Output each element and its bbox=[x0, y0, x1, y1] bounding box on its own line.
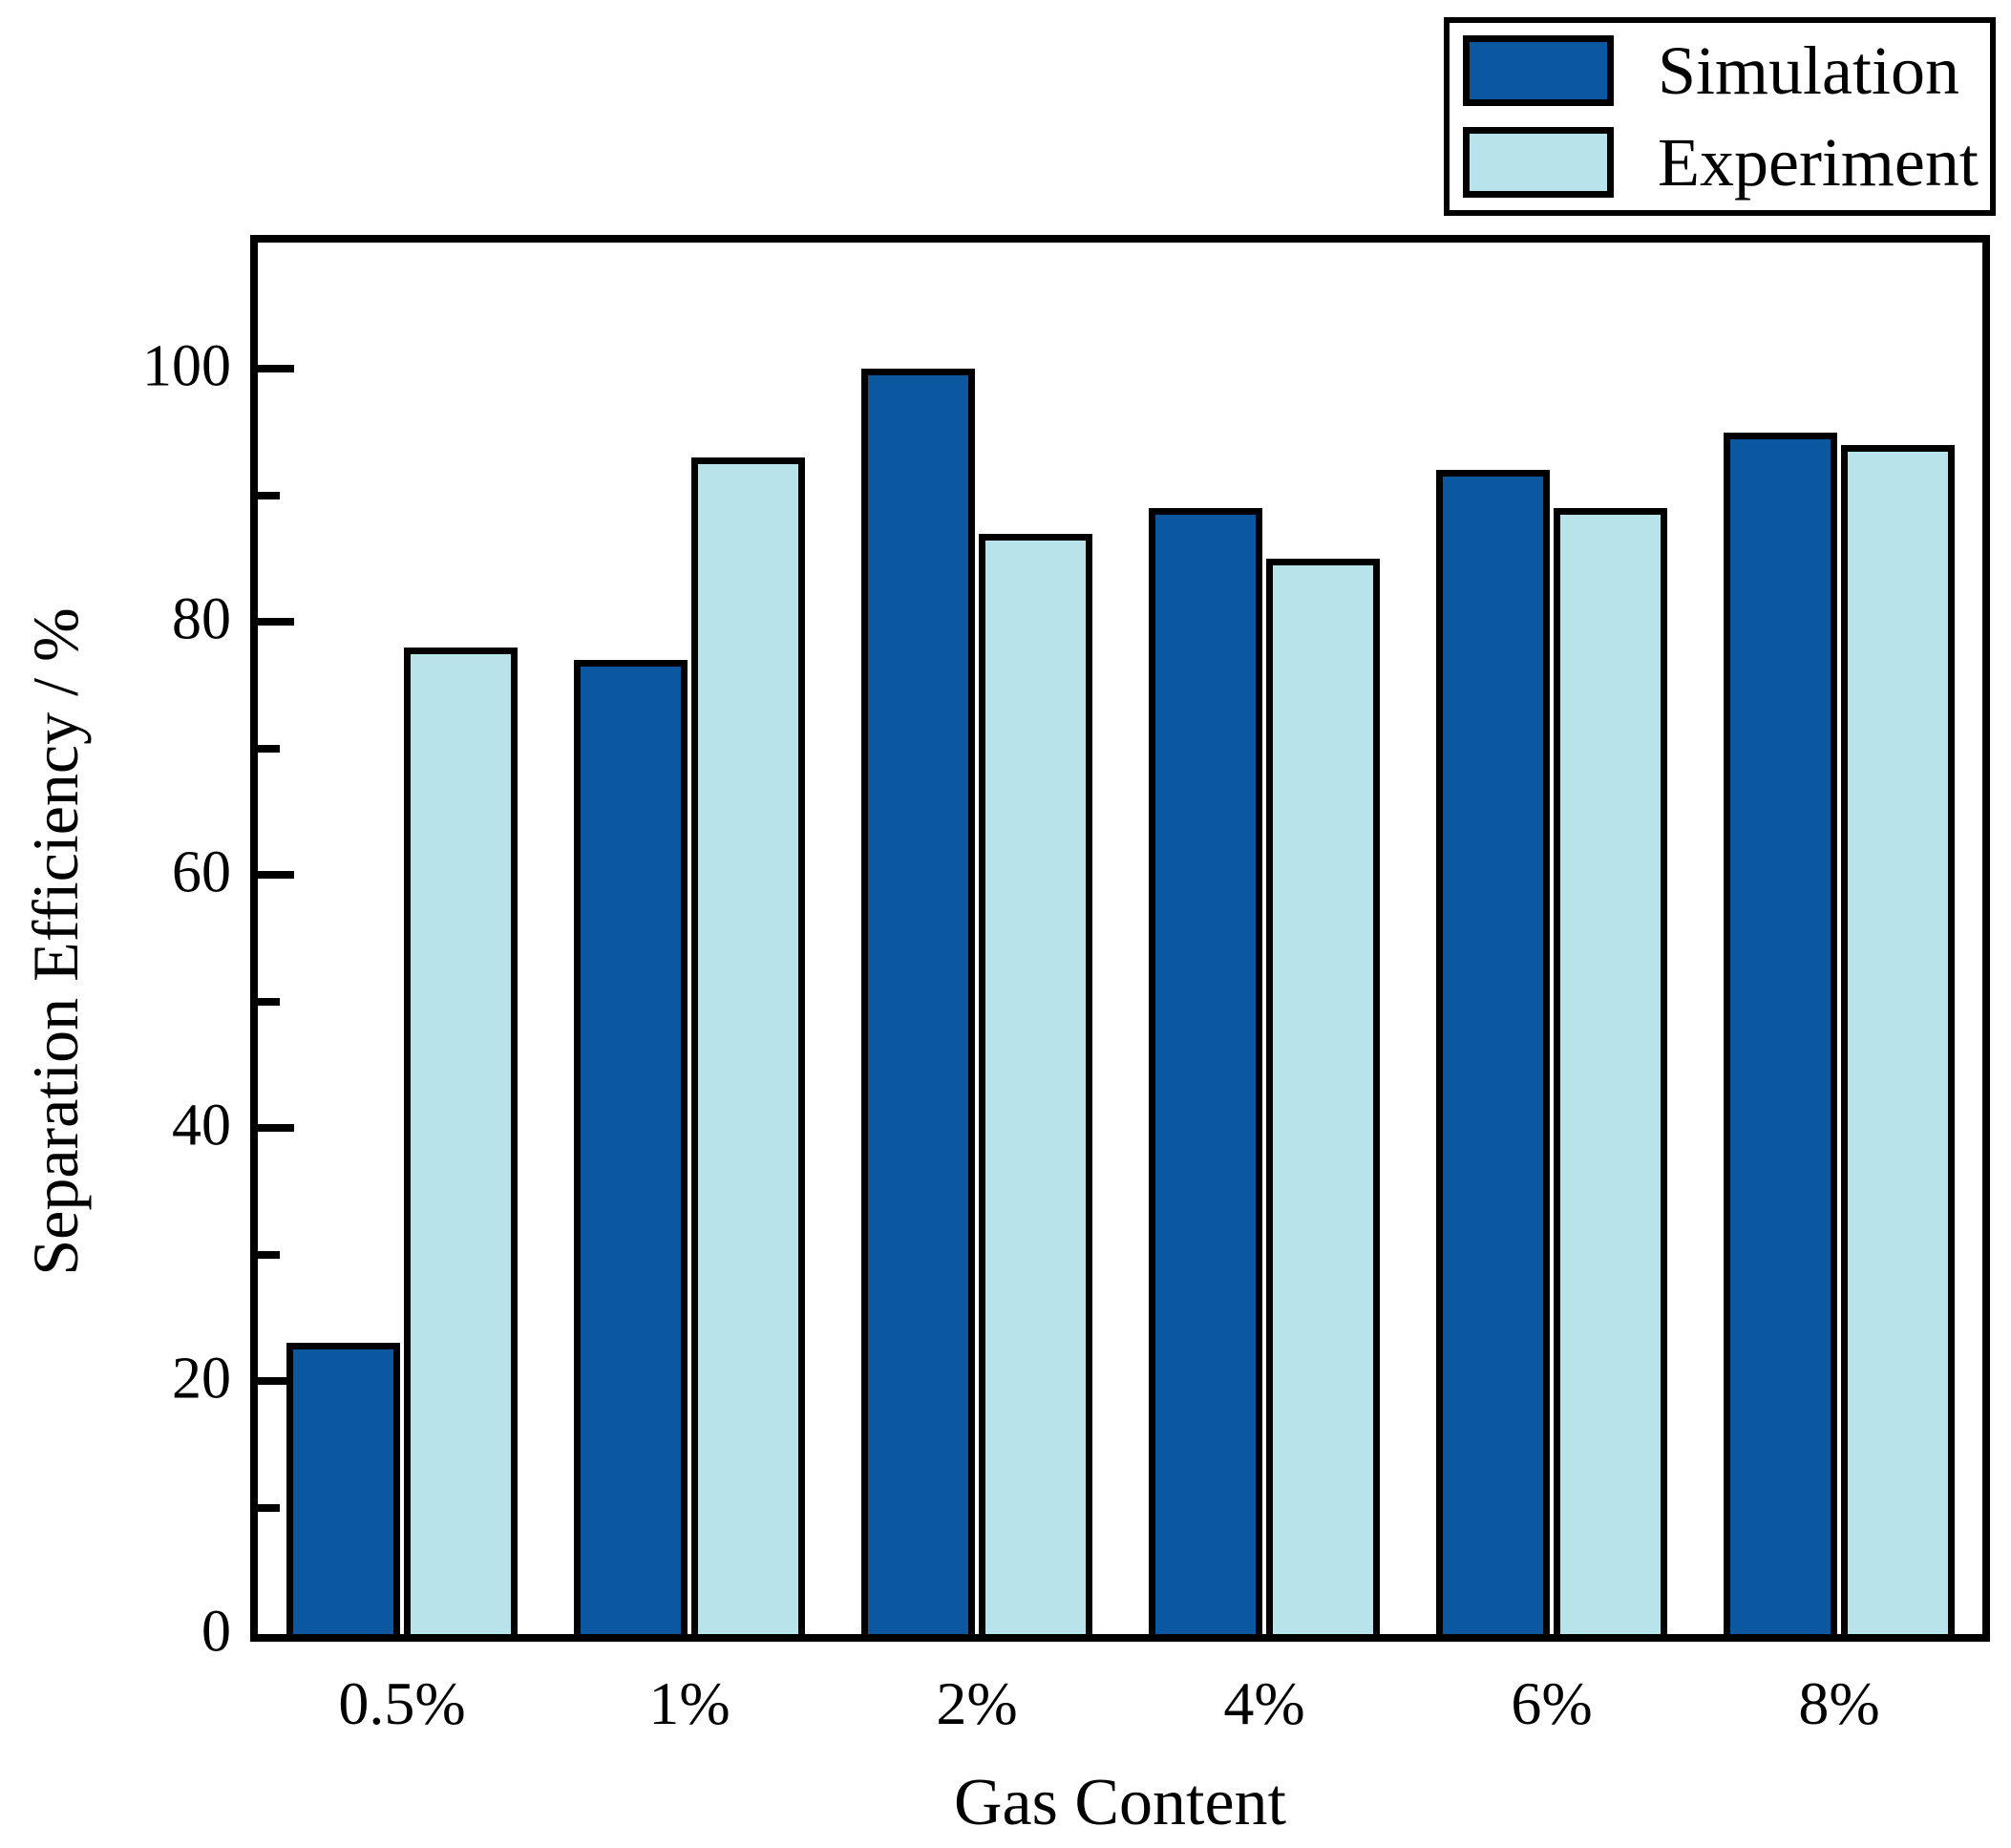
bar-simulation-6% bbox=[1436, 470, 1550, 1634]
legend-label-experiment: Experiment bbox=[1658, 124, 1979, 201]
y-axis-tick-label: 80 bbox=[172, 586, 231, 652]
legend-swatch-experiment-icon bbox=[1463, 127, 1614, 198]
y-axis-tick bbox=[258, 871, 294, 879]
legend-label-simulation: Simulation bbox=[1658, 32, 1960, 109]
bar-simulation-0.5% bbox=[286, 1343, 400, 1634]
plot-area bbox=[250, 235, 1990, 1642]
y-axis-tick bbox=[258, 492, 280, 499]
y-axis-title: Separation Efficiency / % bbox=[19, 607, 92, 1276]
y-axis-tick-label: 0 bbox=[201, 1599, 231, 1665]
x-axis-tick-label: 8% bbox=[1798, 1669, 1880, 1737]
legend: Simulation Experiment bbox=[1444, 17, 1996, 216]
y-axis-tick bbox=[258, 745, 280, 753]
legend-item-experiment: Experiment bbox=[1450, 118, 1990, 206]
bar-experiment-4% bbox=[1266, 559, 1380, 1634]
y-axis-tick-label: 100 bbox=[142, 333, 231, 399]
bar-experiment-2% bbox=[979, 534, 1092, 1634]
y-axis-tick bbox=[258, 1124, 294, 1132]
y-axis-tick-label: 20 bbox=[172, 1346, 231, 1412]
bar-simulation-2% bbox=[861, 369, 975, 1634]
x-axis-tick-label: 0.5% bbox=[338, 1669, 466, 1737]
y-axis-tick bbox=[258, 1504, 280, 1512]
bar-experiment-0.5% bbox=[404, 648, 518, 1634]
bar-simulation-4% bbox=[1149, 508, 1262, 1634]
x-axis-title: Gas Content bbox=[953, 1766, 1287, 1839]
legend-swatch-simulation-icon bbox=[1463, 35, 1614, 106]
y-axis-tick-label: 60 bbox=[172, 839, 231, 905]
y-axis-tick bbox=[258, 1251, 280, 1259]
y-axis-tick-label: 40 bbox=[172, 1093, 231, 1158]
bar-simulation-1% bbox=[574, 660, 688, 1634]
x-axis-tick-label: 6% bbox=[1511, 1669, 1593, 1737]
x-axis-tick-label: 1% bbox=[648, 1669, 730, 1737]
y-axis-tick bbox=[258, 1377, 294, 1385]
bar-experiment-8% bbox=[1841, 445, 1955, 1634]
y-axis-tick bbox=[258, 998, 280, 1006]
bar-simulation-8% bbox=[1724, 433, 1837, 1634]
y-axis-tick bbox=[258, 365, 294, 372]
y-axis-tick bbox=[258, 618, 294, 626]
x-axis-tick-label: 2% bbox=[936, 1669, 1018, 1737]
bar-experiment-1% bbox=[691, 457, 805, 1634]
legend-item-simulation: Simulation bbox=[1450, 27, 1990, 115]
bar-experiment-6% bbox=[1554, 508, 1667, 1634]
x-axis-tick-label: 4% bbox=[1223, 1669, 1305, 1737]
